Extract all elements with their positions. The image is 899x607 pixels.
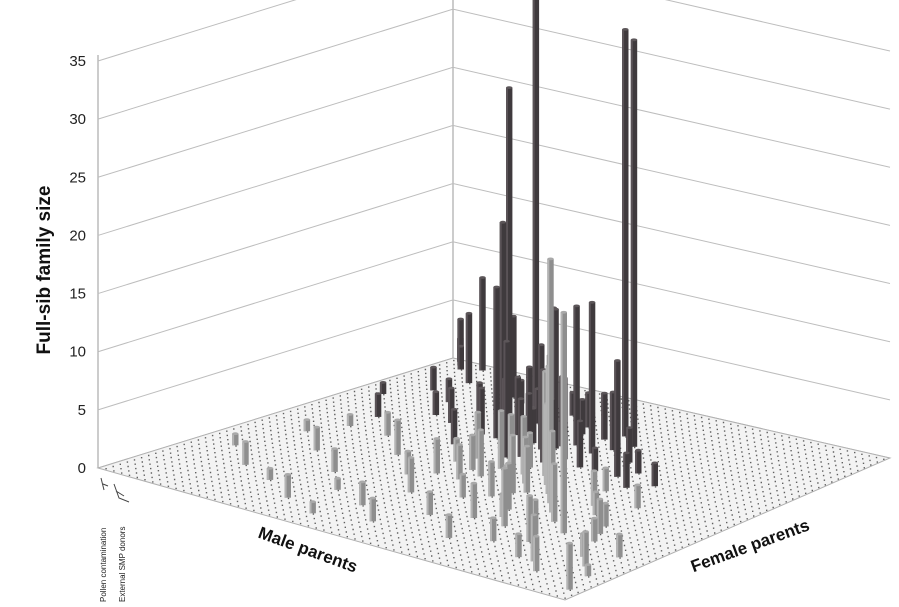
bar bbox=[479, 276, 486, 371]
bar bbox=[576, 419, 584, 468]
y-tick-label: 25 bbox=[69, 169, 86, 186]
bar bbox=[346, 413, 354, 426]
bar bbox=[506, 86, 513, 425]
bar bbox=[469, 433, 476, 470]
bar bbox=[601, 391, 608, 440]
bar bbox=[497, 409, 505, 469]
bar bbox=[394, 418, 401, 455]
bar bbox=[457, 317, 464, 366]
y-tick-label: 10 bbox=[69, 344, 86, 361]
bar bbox=[591, 516, 598, 542]
gridline bbox=[97, 183, 891, 295]
bars bbox=[232, 0, 658, 590]
bar bbox=[582, 530, 589, 567]
bar bbox=[448, 386, 455, 423]
bar bbox=[588, 300, 596, 454]
bar bbox=[309, 500, 316, 514]
y-tick-label: 0 bbox=[78, 460, 86, 477]
bar bbox=[623, 451, 630, 488]
bar bbox=[614, 359, 621, 477]
bar bbox=[432, 390, 440, 415]
bar bbox=[334, 476, 341, 490]
bar bbox=[622, 28, 629, 437]
bar bbox=[359, 480, 366, 506]
bar bbox=[591, 446, 599, 472]
bar bbox=[303, 418, 311, 432]
bar bbox=[433, 437, 440, 474]
bar bbox=[426, 490, 433, 515]
pollen-contamination-label: Pollen contamination bbox=[99, 528, 108, 602]
annotation-bracket bbox=[100, 477, 130, 503]
bar bbox=[384, 410, 391, 436]
bar bbox=[465, 311, 473, 384]
bar bbox=[313, 425, 320, 451]
bar bbox=[266, 466, 274, 480]
y-tick-label: 5 bbox=[78, 402, 86, 419]
gridline bbox=[97, 0, 891, 62]
bar bbox=[331, 447, 338, 472]
bar bbox=[242, 440, 249, 465]
bar bbox=[626, 426, 633, 463]
gridline bbox=[97, 241, 891, 353]
bar bbox=[533, 534, 540, 572]
bar bbox=[379, 381, 387, 394]
bar bbox=[407, 456, 415, 493]
bar bbox=[596, 497, 604, 534]
bar bbox=[634, 483, 641, 509]
bar bbox=[651, 461, 658, 487]
gridline bbox=[97, 124, 891, 236]
bar bbox=[457, 344, 464, 370]
bar bbox=[579, 398, 586, 435]
bar bbox=[369, 496, 376, 522]
bar bbox=[560, 310, 567, 534]
y-axis-label: Full-sib family size bbox=[34, 186, 55, 355]
gridline bbox=[97, 8, 891, 120]
bar bbox=[501, 466, 508, 527]
bar bbox=[430, 365, 437, 391]
bar bbox=[566, 541, 573, 590]
bar bbox=[284, 473, 291, 498]
bar bbox=[456, 443, 463, 480]
gridline bbox=[97, 66, 891, 178]
y-tick-label: 35 bbox=[69, 53, 86, 70]
bar bbox=[602, 501, 609, 527]
bar bbox=[490, 516, 497, 542]
y-tick-label: 20 bbox=[69, 227, 86, 244]
y-tick-labels: 0 5 10 15 20 25 30 35 bbox=[69, 53, 86, 477]
bar bbox=[584, 563, 592, 577]
bar bbox=[523, 444, 531, 493]
bar bbox=[232, 432, 239, 446]
bar bbox=[551, 462, 558, 522]
bar bbox=[526, 365, 533, 414]
gridline bbox=[97, 299, 891, 411]
bar bbox=[526, 494, 533, 542]
bar bbox=[450, 407, 458, 445]
external-smp-donors-label: External SMP donors bbox=[118, 527, 127, 602]
bar bbox=[590, 469, 598, 506]
bar bbox=[630, 38, 638, 447]
bar bbox=[470, 481, 478, 518]
y-tick-label: 15 bbox=[69, 286, 86, 303]
bar bbox=[602, 466, 609, 492]
bar bbox=[515, 532, 522, 558]
bar bbox=[532, 0, 540, 407]
bar bbox=[592, 490, 600, 516]
bar bbox=[493, 285, 500, 439]
bar bbox=[503, 339, 510, 458]
bar bbox=[445, 513, 453, 538]
bar bbox=[547, 257, 554, 504]
bar bbox=[477, 428, 484, 477]
y-tick-label: 30 bbox=[69, 111, 86, 128]
bar bbox=[374, 392, 382, 417]
bar bbox=[573, 304, 580, 446]
bar bbox=[499, 220, 507, 432]
bar bbox=[635, 448, 642, 474]
bar bbox=[488, 460, 495, 497]
bar bbox=[459, 472, 466, 498]
bar bbox=[616, 532, 623, 558]
